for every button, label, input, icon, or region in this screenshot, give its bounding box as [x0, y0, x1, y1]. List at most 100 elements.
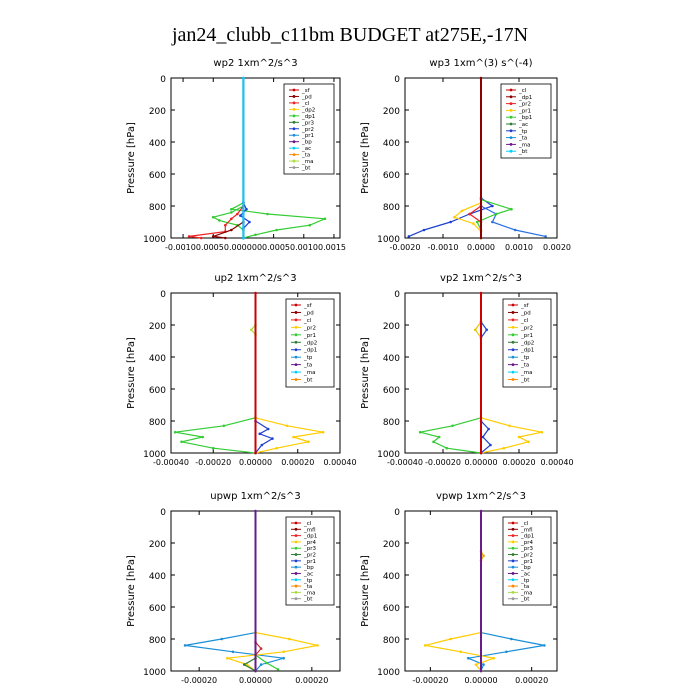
- legend-marker: [292, 166, 296, 169]
- data-point: [423, 644, 427, 647]
- data-point: [321, 430, 325, 434]
- legend-marker: [511, 370, 515, 374]
- data-point: [226, 656, 229, 660]
- legend: _sf_pd _cl_pr2 _pr1_dp2 _dp1_tp _ta_ma _bt: [502, 298, 552, 388]
- legend-marker: [511, 311, 515, 314]
- data-point: [211, 446, 215, 450]
- data-point: [502, 446, 506, 450]
- legend-entry: _pr1: [520, 333, 533, 339]
- y-tick-label: 800: [383, 636, 400, 646]
- data-point: [474, 328, 477, 332]
- legend-entry: _ta: [518, 136, 527, 142]
- data-point: [245, 207, 248, 211]
- data-point: [451, 424, 454, 428]
- legend-entry: _bt: [303, 378, 313, 384]
- data-point: [407, 235, 411, 238]
- data-point: [230, 228, 233, 232]
- legend-entry: _bt: [520, 378, 530, 384]
- data-point: [508, 424, 511, 428]
- x-tick-label: -0.0010: [428, 243, 459, 252]
- data-point: [285, 424, 289, 428]
- x-tick-label: 0.00000: [239, 676, 272, 685]
- legend-entry: _pr3: [303, 546, 317, 552]
- legend-marker: [294, 540, 298, 544]
- series-line-pr1: [227, 632, 318, 672]
- y-tick-label: 0: [394, 75, 400, 85]
- legend-marker: [294, 355, 298, 359]
- series-line-pr2: [480, 417, 542, 454]
- y-axis-label: Pressure [hPa]: [126, 337, 137, 409]
- legend-marker: [292, 107, 296, 111]
- legend-entry: _sf: [303, 303, 313, 309]
- data-point: [258, 432, 262, 436]
- chart-title: vpwp 1xm^2/s^3: [436, 491, 526, 502]
- legend-marker: [511, 584, 515, 588]
- x-tick-label: -0.00020: [195, 458, 231, 467]
- series-line-tp: [408, 197, 494, 237]
- legend-marker: [511, 546, 515, 550]
- legend-entry: _cl: [303, 318, 312, 324]
- legend-marker: [294, 333, 298, 337]
- data-point: [489, 443, 492, 447]
- series-line-ta: [184, 632, 284, 672]
- legend-marker: [294, 527, 298, 531]
- legend-marker: [509, 88, 513, 92]
- data-point: [259, 663, 263, 666]
- legend-marker: [509, 95, 513, 99]
- data-point: [260, 443, 264, 447]
- data-point: [453, 215, 456, 219]
- data-point: [482, 554, 485, 558]
- legend-entry: _pr1: [303, 333, 316, 339]
- page-title: jan24_clubb_c11bm BUDGET at275E,-17N: [171, 24, 528, 46]
- y-tick-label: 600: [383, 386, 400, 396]
- data-point: [543, 644, 546, 647]
- data-point: [187, 235, 191, 238]
- data-point: [513, 228, 517, 232]
- legend-entry: _pr4: [303, 540, 317, 546]
- plot-frame: [170, 77, 341, 239]
- x-tick-label: -0.00020: [425, 458, 461, 467]
- legend-entry: _pr2: [520, 325, 533, 331]
- legend: _cl_dp1_pr2_pr1_bp1_ac_tp_ta_ma_bt: [500, 83, 552, 159]
- data-point: [173, 430, 177, 434]
- data-point: [487, 427, 490, 431]
- legend-marker: [511, 540, 515, 544]
- x-tick-label: 0.00020: [281, 458, 314, 467]
- data-point: [479, 291, 483, 295]
- legend-marker: [511, 578, 515, 582]
- legend-entry: _mfl: [303, 527, 316, 533]
- x-tick-label: 0.00040: [540, 458, 573, 467]
- data-point: [183, 644, 187, 647]
- data-point: [254, 233, 257, 237]
- y-tick-label: 600: [383, 171, 400, 181]
- legend-marker: [294, 521, 298, 525]
- data-point: [271, 437, 274, 440]
- y-tick-label: 600: [149, 386, 166, 396]
- series-line-dp2: [420, 417, 482, 454]
- legend-entry: _pr1: [301, 133, 314, 139]
- legend-entry: _dp1: [520, 534, 534, 540]
- data-point: [259, 647, 263, 650]
- data-point: [479, 669, 483, 673]
- legend-marker: [294, 311, 298, 314]
- data-point: [479, 509, 483, 513]
- legend-entry: _pd: [520, 310, 531, 316]
- data-point: [491, 220, 494, 224]
- chart-title: wp3 1xm^(3) s^(-4): [429, 58, 532, 69]
- series-line-tp: [255, 420, 274, 454]
- legend-marker: [294, 565, 298, 569]
- legend-entry: _pr2: [518, 102, 531, 108]
- chart-title: up2 1xm^2/s^3: [214, 273, 296, 284]
- legend-marker: [294, 590, 298, 594]
- data-point: [491, 204, 494, 208]
- data-point: [224, 236, 227, 240]
- x-tick-label: 0.0010: [505, 243, 533, 252]
- data-point: [505, 650, 508, 654]
- legend-entry: _pr1: [520, 559, 533, 565]
- legend-marker: [292, 127, 296, 131]
- y-tick-label: 1000: [377, 668, 400, 678]
- y-axis-label: Pressure [hPa]: [360, 555, 371, 627]
- y-tick-label: 200: [149, 107, 166, 117]
- data-point: [475, 220, 479, 224]
- data-point: [230, 217, 233, 221]
